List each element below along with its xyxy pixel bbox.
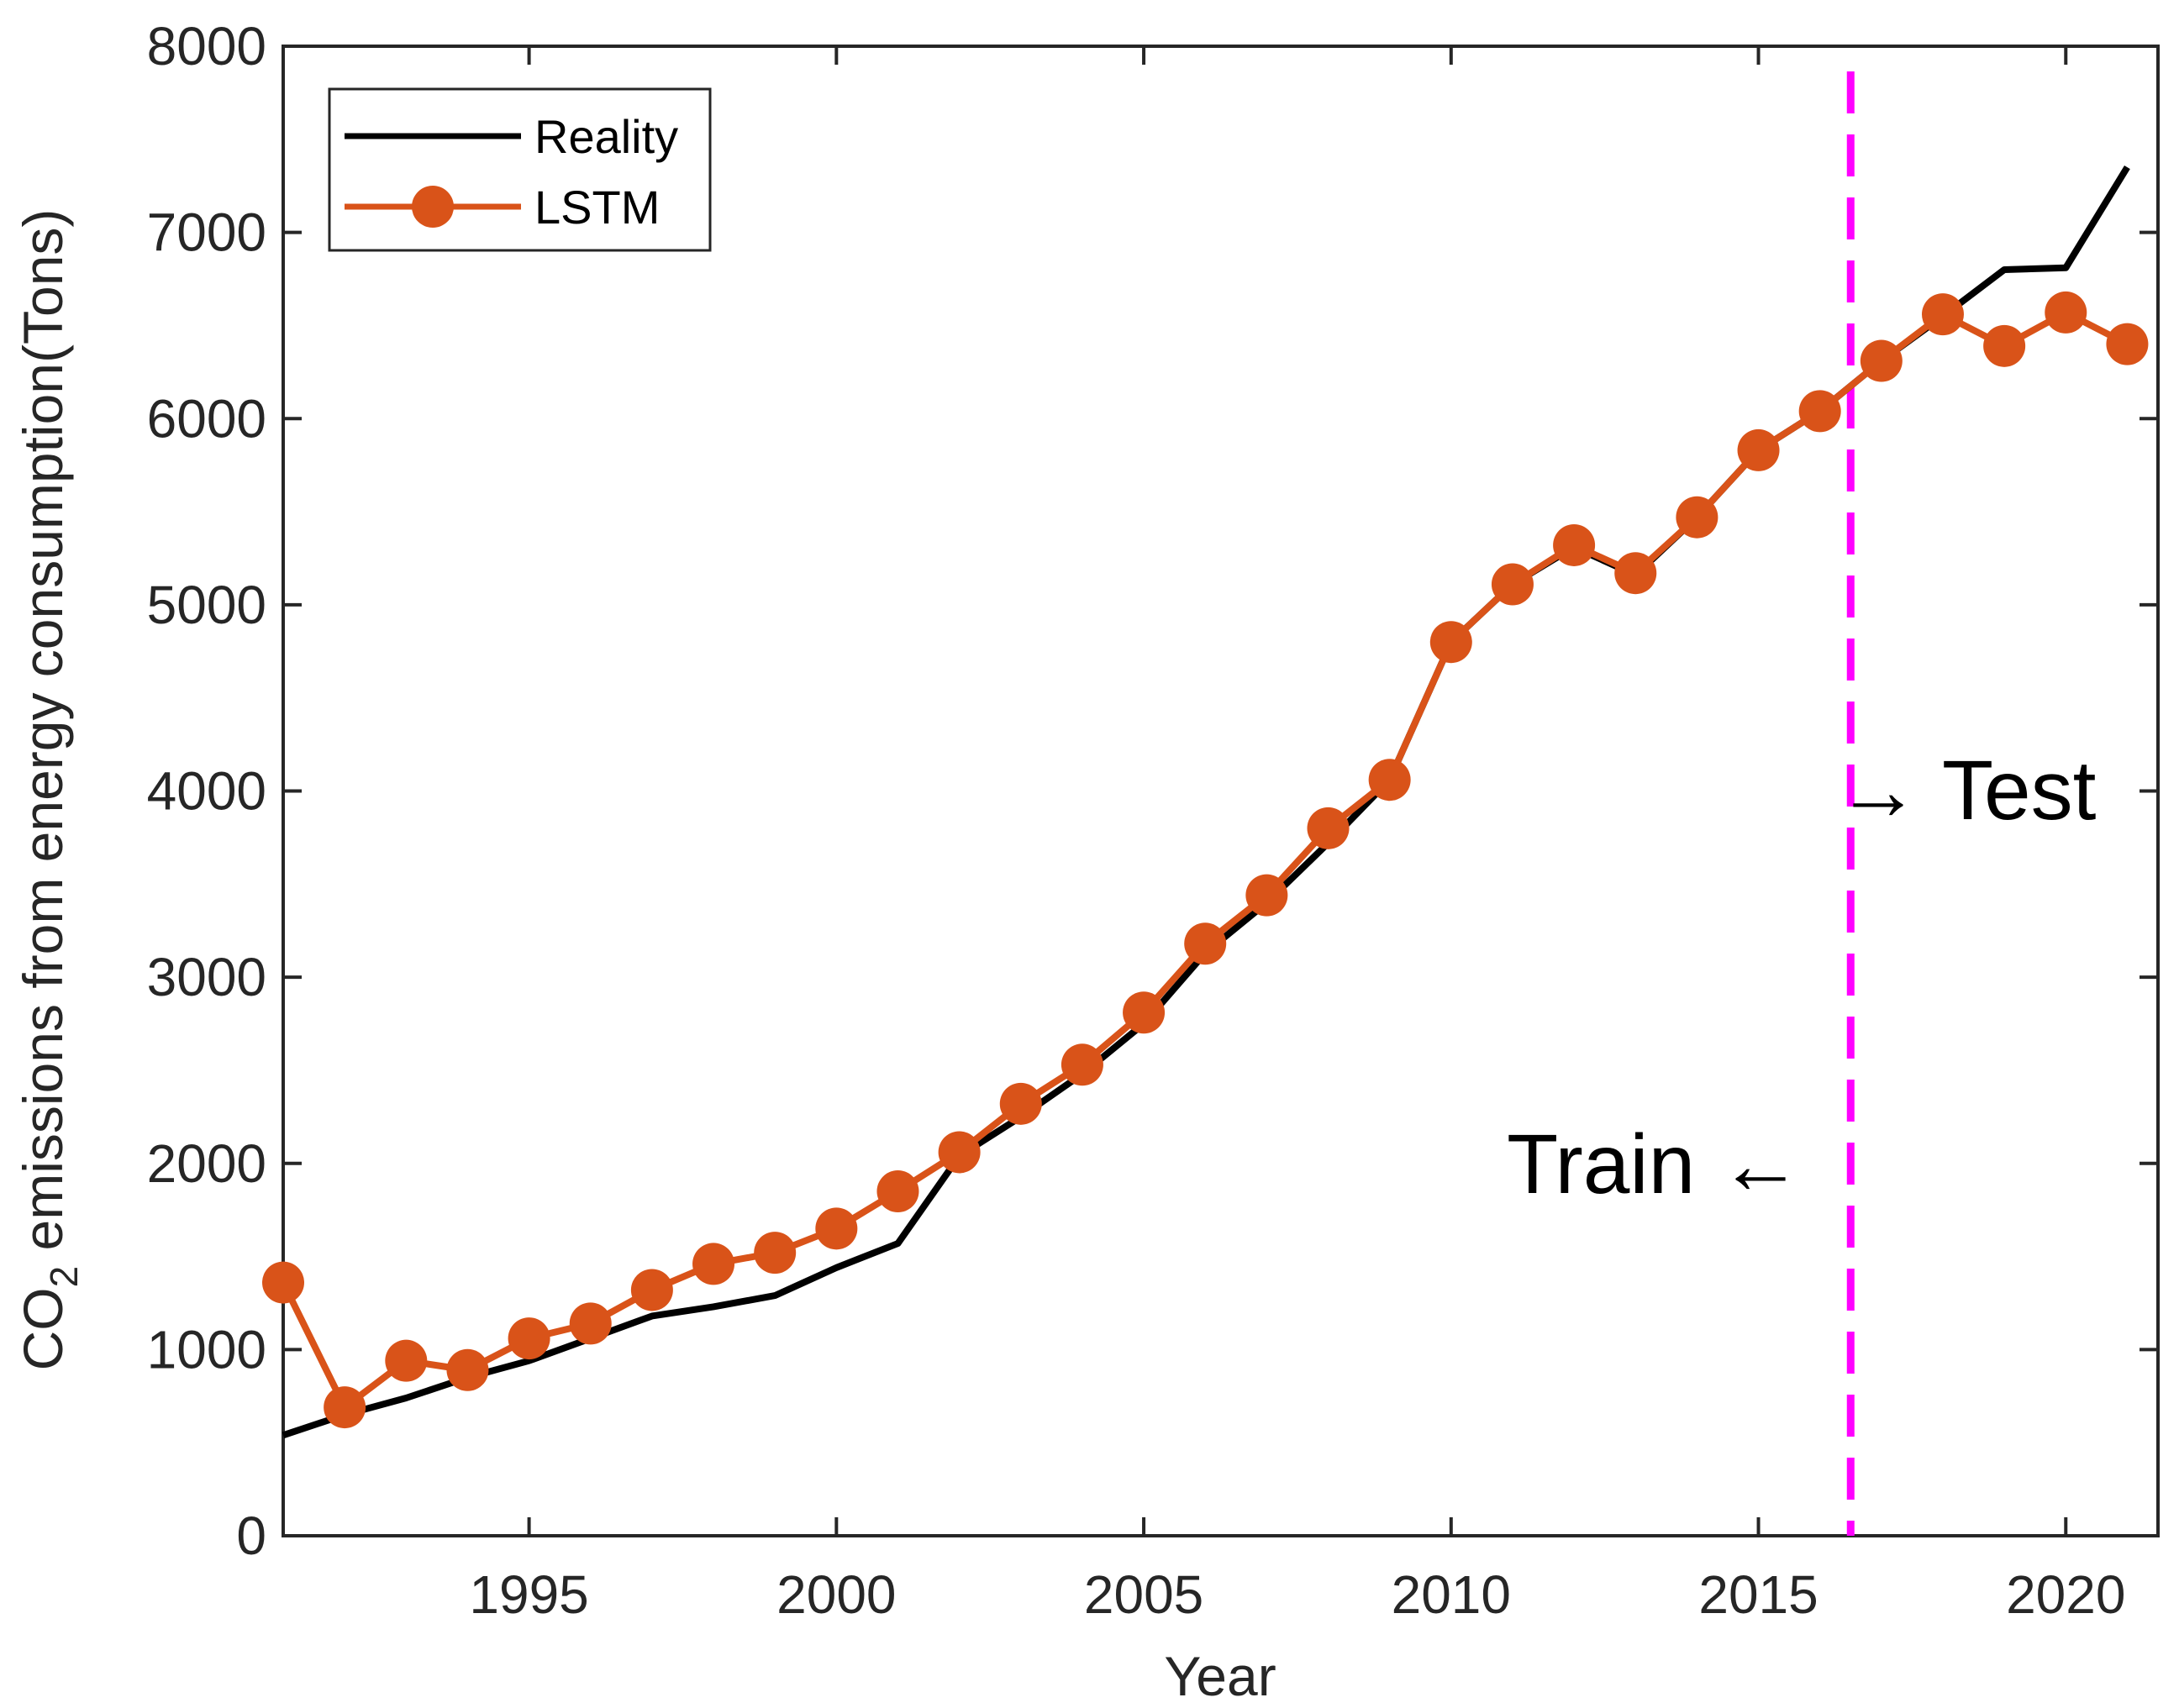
x-axis-title: Year [1164,1645,1276,1707]
y-tick-label: 3000 [147,947,266,1007]
y-axis-ticks: 0 1000 2000 3000 4000 5000 6000 7000 8000 [147,16,2158,1566]
x-tick-label: 2010 [1392,1564,1511,1625]
legend-label-lstm: LSTM [534,181,660,234]
data-point-lstm [999,1082,1042,1125]
data-point-lstm [508,1317,550,1360]
data-point-lstm [324,1386,366,1429]
data-point-lstm [385,1339,428,1382]
data-point-lstm [446,1348,489,1391]
data-point-lstm [1921,293,1964,336]
y-tick-label: 0 [236,1506,266,1566]
series-layer [262,165,2149,1439]
data-point-lstm [1614,552,1657,595]
y-tick-label: 2000 [147,1133,266,1194]
data-point-lstm [1983,324,2026,367]
test-annotation: → Test [1836,744,2097,838]
train-annotation: Train ← [1507,1117,1803,1211]
data-point-lstm [1798,390,1841,433]
data-point-lstm [1553,523,1596,566]
x-tick-label: 2015 [1698,1564,1818,1625]
y-tick-label: 4000 [147,761,266,822]
data-point-lstm [262,1261,304,1304]
y-tick-label: 7000 [147,202,266,263]
data-point-lstm [1491,563,1534,606]
data-point-lstm [1368,759,1411,801]
data-point-lstm [2045,291,2087,334]
data-point-lstm [2106,323,2149,365]
y-axis-title-prefix: CO [12,1287,74,1370]
data-point-lstm [1737,428,1780,471]
y-axis-title-subscript: 2 [42,1266,86,1288]
data-point-lstm [1860,339,1903,382]
x-tick-label: 2000 [776,1564,896,1625]
y-axis-title: CO2 emissions from energy consumption(To… [12,209,86,1371]
data-point-lstm [938,1131,981,1174]
data-point-lstm [630,1269,673,1311]
x-tick-label: 2005 [1084,1564,1203,1625]
x-tick-label: 2020 [2006,1564,2125,1625]
data-point-lstm [1061,1043,1103,1086]
x-tick-label: 1995 [469,1564,588,1625]
data-point-lstm [1429,621,1472,664]
data-point-lstm [1307,807,1350,849]
y-axis-title-suffix: emissions from energy consumption(Tons) [12,209,74,1266]
data-point-lstm [692,1243,735,1285]
data-point-lstm [876,1169,919,1212]
legend: Reality LSTM [328,87,712,252]
data-point-lstm [1123,991,1166,1034]
y-tick-label: 1000 [147,1319,266,1380]
legend-label-reality: Reality [534,110,678,163]
y-tick-label: 6000 [147,388,266,449]
data-point-lstm [1245,874,1288,917]
data-point-lstm [569,1302,612,1345]
x-axis-ticks: 1995 2000 2005 2010 2015 2020 [469,46,2125,1625]
legend-box [328,87,712,252]
data-point-lstm [754,1232,797,1274]
legend-marker-lstm [412,186,454,228]
data-point-lstm [1184,922,1227,965]
y-tick-label: 5000 [147,575,266,635]
data-point-lstm [1676,496,1718,539]
data-point-lstm [815,1207,858,1250]
y-tick-label: 8000 [147,16,266,76]
